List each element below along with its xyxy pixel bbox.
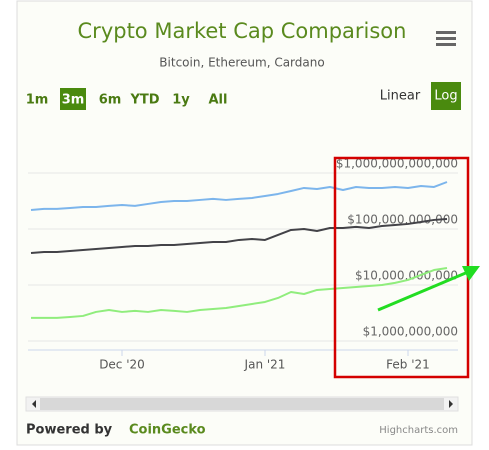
y-tick-label: $10,000,000,000 <box>355 268 458 282</box>
powered-by: Powered by <box>26 423 113 438</box>
range-button[interactable]: 6m <box>99 93 122 108</box>
chart-title: Crypto Market Cap Comparison <box>78 19 407 43</box>
button-label: 1y <box>172 93 190 108</box>
series-line <box>31 267 448 319</box>
menu-bar <box>436 43 456 46</box>
brand-link[interactable]: CoinGecko <box>129 423 206 438</box>
series-line <box>30 217 448 254</box>
x-tick-label: Jan '21 <box>244 358 286 372</box>
menu-bar <box>436 31 456 34</box>
scale-button[interactable]: Log <box>431 82 461 110</box>
button-label: 6m <box>99 93 122 108</box>
button-label: 1m <box>26 93 49 108</box>
y-tick-label: $100,000,000,000 <box>347 212 458 226</box>
arrow-shaft <box>377 270 469 312</box>
button-bg <box>60 88 86 110</box>
scrollbar[interactable] <box>25 396 459 412</box>
credit[interactable]: Highcharts.com <box>379 425 458 436</box>
range-button[interactable]: YTD <box>129 93 159 108</box>
range-button[interactable]: All <box>209 93 228 108</box>
button-label: Linear <box>380 89 421 104</box>
x-tick-label: Feb '21 <box>386 358 430 372</box>
y-tick-label: $1,000,000,000,000 <box>336 156 458 170</box>
scroll-left[interactable] <box>32 400 36 408</box>
scroll-thumb[interactable] <box>40 398 444 410</box>
menu-button[interactable] <box>436 31 456 46</box>
scale-button[interactable]: Linear <box>380 89 421 104</box>
scroll-right[interactable] <box>449 400 453 408</box>
button-label: YTD <box>129 93 159 108</box>
y-tick-label: $1,000,000,000 <box>363 324 458 338</box>
range-button[interactable]: 1y <box>172 93 190 108</box>
arrow <box>377 266 480 312</box>
series-line <box>30 181 448 212</box>
x-tick-label: Dec '20 <box>99 358 145 372</box>
button-bg <box>431 82 461 110</box>
chart-subtitle: Bitcoin, Ethereum, Cardano <box>159 56 324 70</box>
range-button[interactable]: 1m <box>26 93 49 108</box>
arrow-head <box>462 266 480 281</box>
button-label: All <box>209 93 228 108</box>
menu-bar <box>436 37 456 40</box>
plot-area: $1,000,000,000 $10,000,000,000 $100,000,00… <box>28 156 458 372</box>
button-label: Log <box>434 89 457 104</box>
button-label: 3m <box>62 93 85 108</box>
range-button[interactable]: 3m <box>60 88 86 110</box>
card <box>16 0 473 446</box>
